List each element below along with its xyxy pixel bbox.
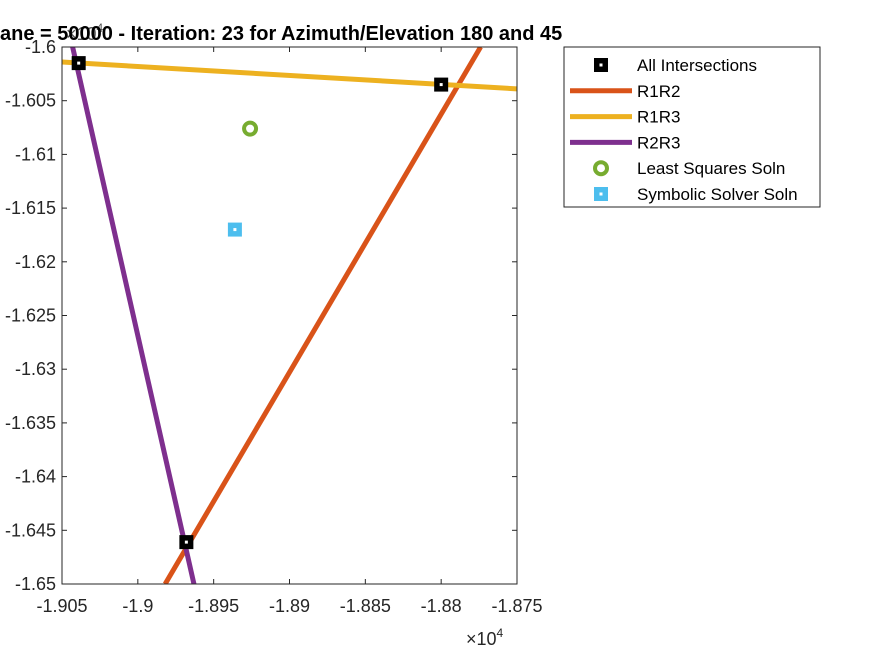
svg-text:×104: ×104 xyxy=(466,626,504,649)
legend-marker-symbolic-solver-soln-center xyxy=(599,192,603,196)
x-exponent-base: ×10 xyxy=(466,629,497,649)
y-tick-label: -1.615 xyxy=(5,198,56,218)
y-tick-label: -1.64 xyxy=(15,467,56,487)
legend-box xyxy=(563,46,821,208)
x-tick-label: -1.9 xyxy=(122,596,153,616)
legend: All Intersections R1R2 R1R3 R2R3 Least Squar… xyxy=(563,46,821,208)
legend-label-r1r3: R1R3 xyxy=(637,108,680,127)
legend-label-r1r2: R1R2 xyxy=(637,82,680,101)
x-tick-label: -1.875 xyxy=(491,596,542,616)
x-tick-label: -1.905 xyxy=(36,596,87,616)
marker-least-squares-soln-0 xyxy=(242,120,259,137)
series-line-r2r3 xyxy=(70,47,197,584)
y-exponent-power: 4 xyxy=(97,21,104,35)
y-tick-label: -1.645 xyxy=(5,520,56,540)
series-line-r1r2 xyxy=(162,47,483,584)
svg-text:×104: ×104 xyxy=(66,21,104,44)
marker-all-intersections-0-center xyxy=(77,61,81,65)
chart-title: ane = 50000 - Iteration: 23 for Azimuth/… xyxy=(0,23,562,45)
y-exponent: ×104 xyxy=(66,21,104,44)
x-tick-label: -1.885 xyxy=(340,596,391,616)
y-tick-label: -1.61 xyxy=(15,144,56,164)
y-tick-label: -1.62 xyxy=(15,252,56,272)
legend-label-all-intersections: All Intersections xyxy=(637,56,757,75)
marker-symbolic-solver-soln-0-center xyxy=(233,228,237,232)
legend-label-symbolic-solver-soln: Symbolic Solver Soln xyxy=(637,185,798,204)
y-exponent-base: ×10 xyxy=(66,24,97,44)
legend-marker-all-intersections-center xyxy=(599,63,603,67)
x-tick-label: -1.89 xyxy=(269,596,310,616)
x-tick-label: -1.88 xyxy=(421,596,462,616)
y-tick-label: -1.605 xyxy=(5,91,56,111)
y-tick-label: -1.65 xyxy=(15,574,56,594)
plot-area xyxy=(62,47,517,584)
y-tick-label: -1.635 xyxy=(5,413,56,433)
y-tick-label: -1.63 xyxy=(15,359,56,379)
x-exponent: ×104 xyxy=(466,626,504,649)
x-exponent-power: 4 xyxy=(497,626,504,640)
x-tick-label: -1.895 xyxy=(188,596,239,616)
legend-label-least-squares-soln: Least Squares Soln xyxy=(637,159,785,178)
legend-label-r2r3: R2R3 xyxy=(637,133,680,152)
legend-marker-least-squares-soln xyxy=(593,160,609,177)
ticks-layer: -1.905 -1.9 -1.895 -1.89 -1.885 -1.88 -1.875 -1… xyxy=(5,37,543,616)
marker-all-intersections-2-center xyxy=(184,540,188,544)
y-tick-label: -1.6 xyxy=(25,37,56,57)
marker-layer xyxy=(71,56,449,550)
y-tick-label: -1.625 xyxy=(5,306,56,326)
marker-all-intersections-1-center xyxy=(439,83,443,87)
